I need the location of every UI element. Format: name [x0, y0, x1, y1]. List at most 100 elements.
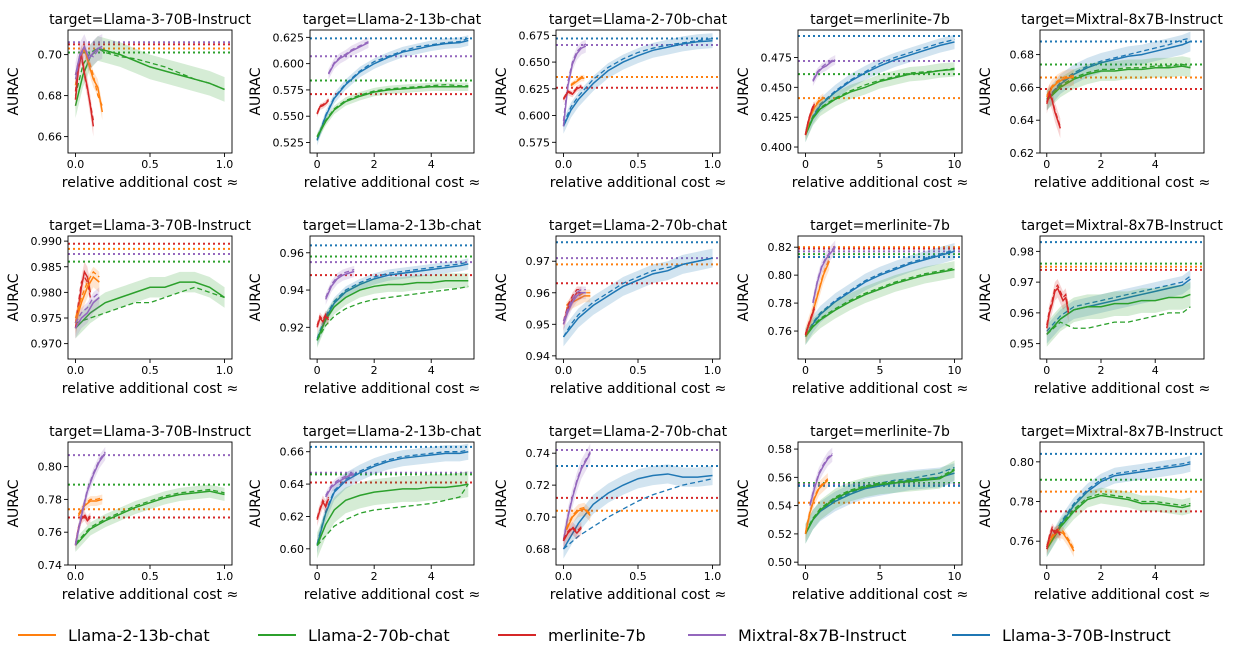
x-tick-label: 0	[1043, 570, 1050, 583]
series-line-dashed	[316, 98, 330, 114]
series-line-dashed	[1046, 525, 1061, 548]
subplot-title: target=Llama-2-13b-chat	[303, 424, 482, 440]
subplot-15: 0 2 4 0.76 0.78 0.80 target=Mixtral-8x7B-Instr…	[978, 424, 1223, 603]
series-line-dashed	[812, 245, 836, 302]
subplot-title: target=Llama-2-13b-chat	[303, 12, 482, 28]
subplot-title: target=Llama-2-70b-chat	[549, 12, 728, 28]
series-line-dashed	[562, 37, 713, 125]
y-tick-label: 0.450	[761, 81, 793, 94]
x-axis-label: relative additional cost ≈	[304, 587, 480, 603]
series-line-dashed	[327, 40, 369, 74]
series-line-dashed	[1046, 528, 1075, 550]
series-line	[1046, 286, 1070, 329]
plot-area	[556, 241, 720, 347]
x-axis-label: relative additional cost ≈	[550, 175, 726, 191]
series-line	[562, 473, 713, 550]
series-line-dashed	[74, 55, 94, 121]
series-line-dashed	[809, 452, 833, 505]
x-tick-label: 0	[314, 158, 321, 171]
legend-label: merlinite-7b	[548, 625, 646, 645]
y-tick-label: 0.985	[31, 261, 63, 274]
y-tick-label: 0.96	[280, 247, 305, 260]
subplot-8: 0.0 0.5 1.0 0.94 0.95 0.96 0.97 target=Llama-2-…	[494, 218, 728, 397]
series-line-dashed	[570, 76, 585, 86]
y-tick-label: 0.64	[1010, 114, 1035, 127]
series-line-dashed	[562, 288, 586, 322]
series-line	[74, 453, 106, 546]
confidence-band	[805, 242, 955, 346]
confidence-band	[1046, 282, 1191, 347]
y-tick-label: 0.625	[519, 83, 551, 96]
x-tick-label: 10	[948, 570, 962, 583]
x-tick-label: 1.0	[704, 158, 722, 171]
subplot-title: target=Llama-2-13b-chat	[303, 218, 482, 234]
series-line-dashed	[325, 472, 355, 496]
y-tick-label: 0.96	[526, 287, 551, 300]
y-tick-label: 0.76	[1010, 535, 1035, 548]
y-tick-label: 0.78	[1010, 496, 1035, 509]
series-line	[316, 279, 469, 341]
confidence-band	[566, 502, 591, 537]
y-tick-label: 0.675	[519, 29, 551, 42]
x-tick-label: 0	[802, 158, 809, 171]
legend-label: Llama-2-13b-chat	[68, 625, 210, 645]
x-axis-label: relative additional cost ≈	[304, 175, 480, 191]
axes-frame	[309, 235, 475, 360]
series-line	[570, 77, 585, 87]
y-axis-label: AURAC	[248, 67, 264, 115]
legend-swatch	[258, 634, 296, 636]
series-line	[804, 469, 955, 535]
y-axis-label: AURAC	[978, 479, 994, 527]
series-line	[316, 86, 469, 138]
series-line-dashed	[804, 478, 829, 533]
series-line-dashed	[1046, 63, 1191, 100]
confidence-band	[1046, 525, 1074, 558]
series-line	[74, 490, 225, 546]
y-tick-label: 0.78	[768, 297, 793, 310]
y-tick-label: 0.95	[1010, 338, 1035, 351]
series-line-dashed	[1046, 492, 1191, 548]
series-line-dashed	[74, 488, 225, 545]
plot-area	[68, 446, 232, 552]
x-tick-label: 4	[428, 364, 435, 377]
subplot-title: target=Llama-3-70B-Instruct	[49, 424, 251, 440]
x-axis-label: relative additional cost ≈	[792, 381, 968, 397]
legend-swatch	[498, 634, 536, 636]
x-tick-label: 0.0	[555, 570, 573, 583]
y-tick-label: 0.94	[280, 284, 305, 297]
series-line	[74, 44, 103, 76]
confidence-band	[563, 286, 582, 331]
confidence-band	[317, 35, 469, 146]
subplot-7: 0 2 4 0.92 0.94 0.96 target=Llama-2-13b-chat re…	[248, 218, 482, 397]
plot-area	[310, 443, 474, 559]
x-tick-label: 1.0	[704, 570, 722, 583]
x-axis-label: relative additional cost ≈	[62, 587, 238, 603]
series-line-dashed	[316, 37, 469, 140]
confidence-band	[317, 443, 469, 554]
series-line-dashed	[1046, 37, 1191, 100]
axes-frame	[309, 29, 475, 154]
x-tick-label: 0.0	[555, 364, 573, 377]
confidence-band	[1046, 84, 1061, 139]
y-axis-label: AURAC	[494, 273, 510, 321]
series-line-dashed	[316, 449, 469, 545]
y-tick-label: 0.475	[761, 51, 793, 64]
legend-label: Llama-2-70b-chat	[308, 625, 450, 645]
y-axis-label: AURAC	[6, 273, 22, 321]
x-tick-label: 0	[314, 570, 321, 583]
y-tick-label: 0.975	[31, 312, 63, 325]
x-tick-label: 0	[802, 570, 809, 583]
y-axis-label: AURAC	[978, 273, 994, 321]
confidence-band	[805, 261, 955, 346]
y-tick-label: 0.64	[280, 478, 305, 491]
series-line-dashed	[562, 288, 582, 322]
subplot-title: target=Mixtral-8x7B-Instruct	[1021, 218, 1223, 234]
series-line-dashed	[804, 102, 816, 135]
y-axis-label: AURAC	[494, 479, 510, 527]
series-line-dashed	[804, 249, 955, 336]
y-tick-label: 0.575	[519, 136, 551, 149]
legend-label: Llama-3-70B-Instruct	[1002, 625, 1171, 645]
y-tick-label: 0.68	[526, 543, 551, 556]
series-line-dashed	[812, 58, 836, 81]
y-tick-label: 0.66	[1010, 81, 1035, 94]
